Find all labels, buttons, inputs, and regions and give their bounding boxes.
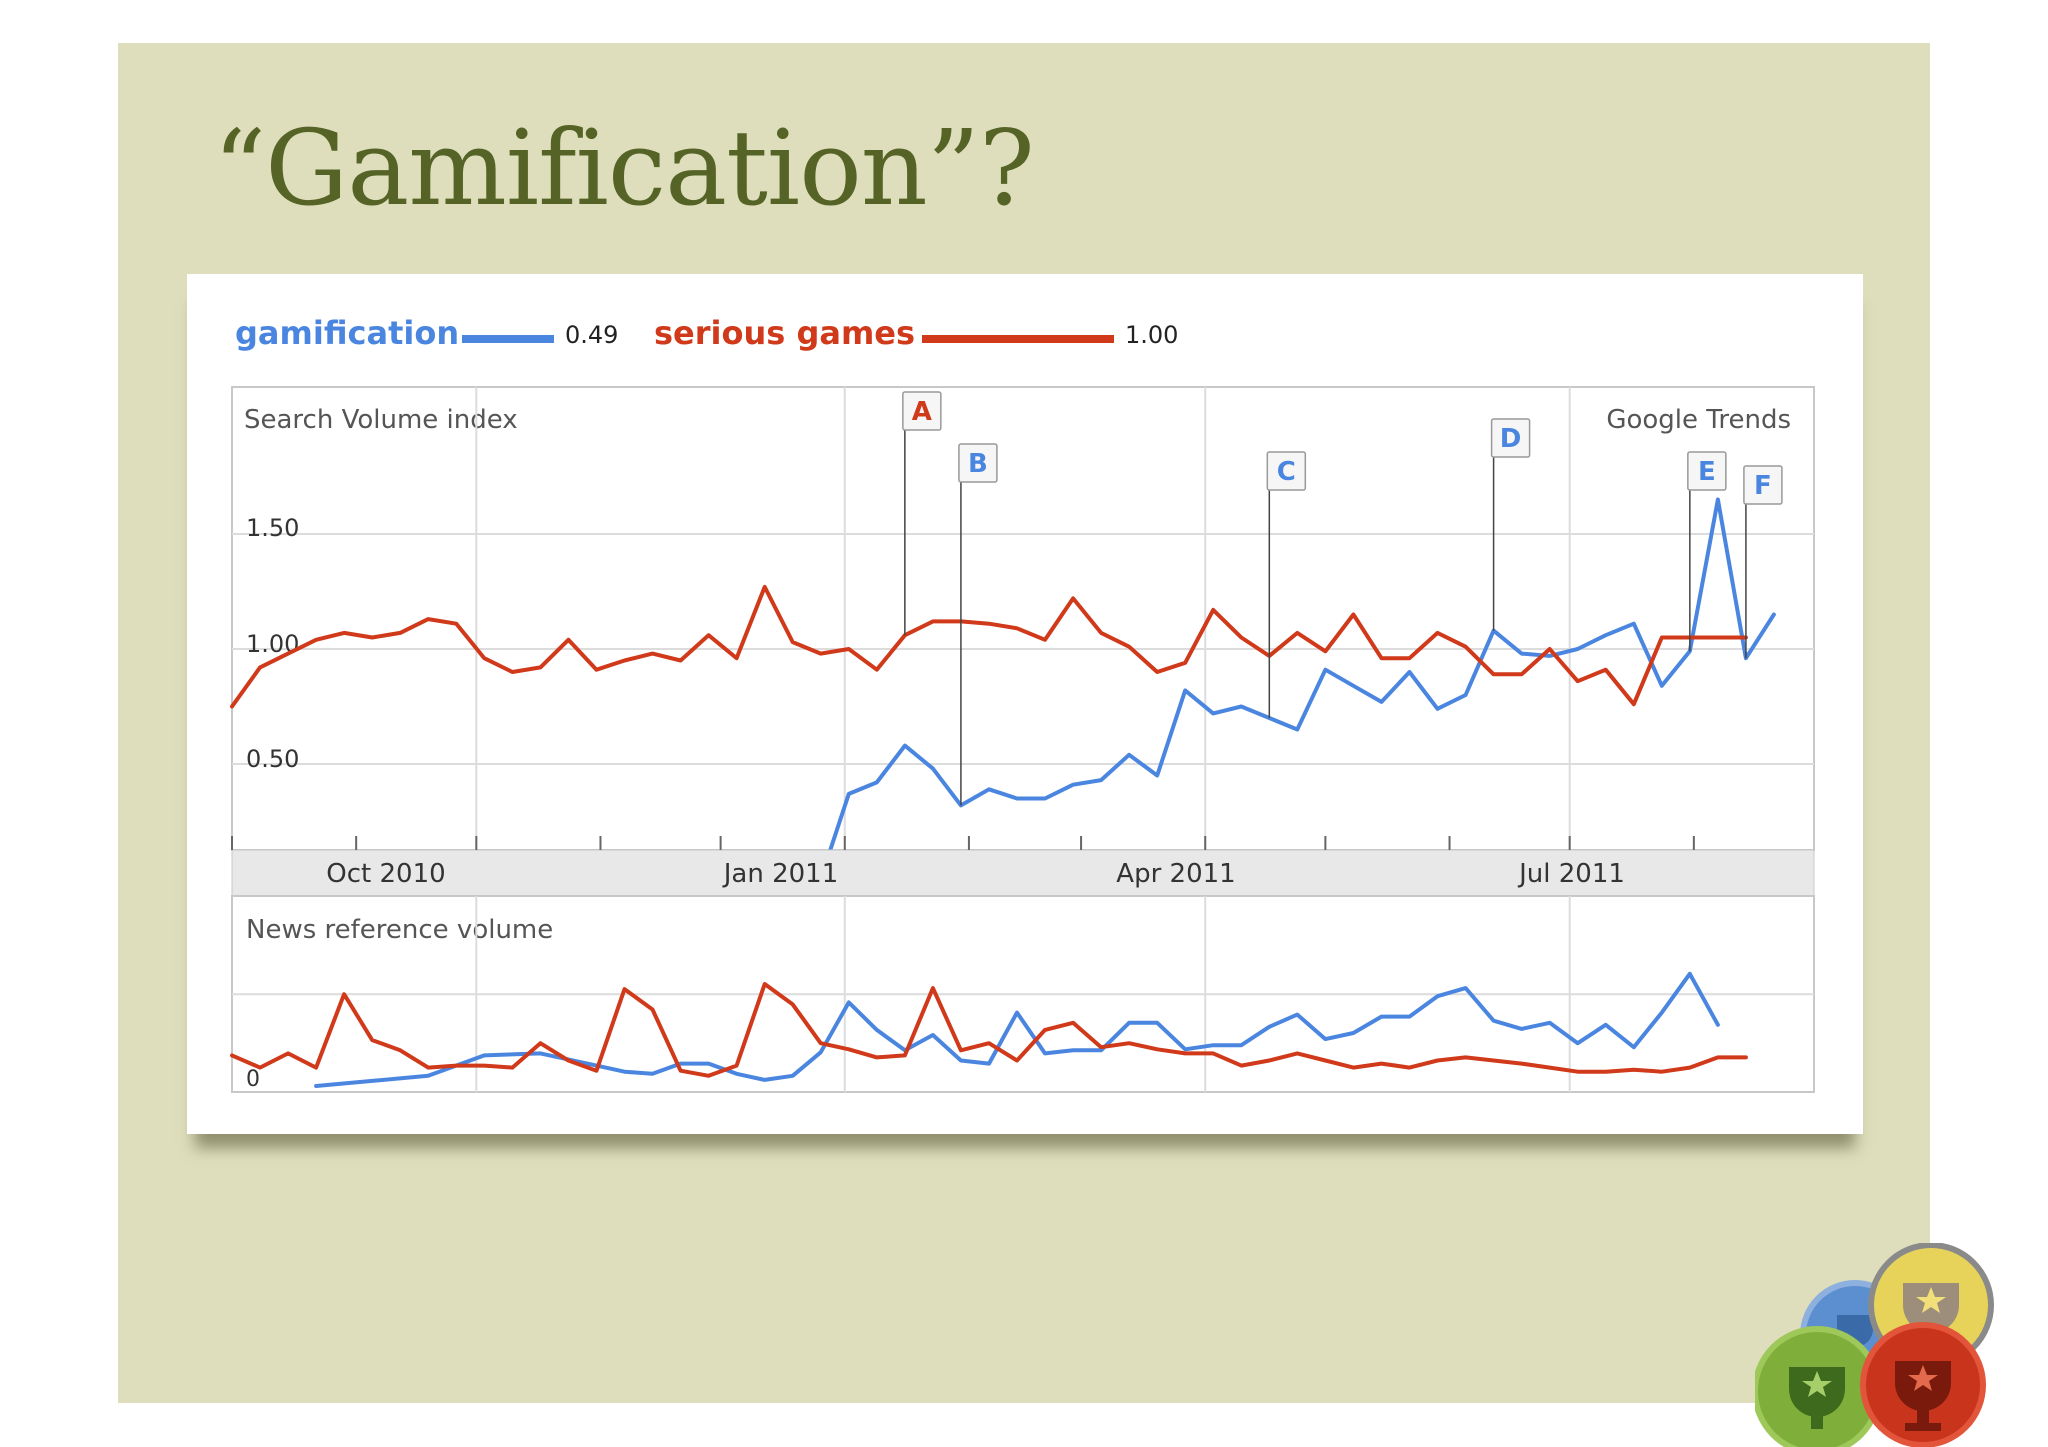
slide-title: “Gamification”? bbox=[213, 107, 1035, 229]
legend-label-gamification[interactable]: gamification bbox=[235, 314, 459, 352]
legend-value-gamification: 0.49 bbox=[565, 321, 618, 349]
legend-swatch-serious-games bbox=[922, 335, 1114, 343]
annotation-box-A bbox=[902, 391, 942, 431]
news-series-serious-games bbox=[230, 982, 1748, 1078]
legend-value-serious-games: 1.00 bbox=[1125, 321, 1178, 349]
annotation-box-E bbox=[1687, 451, 1727, 491]
annotation-letter-F: F bbox=[1754, 471, 1772, 501]
annotation-letter-E: E bbox=[1698, 457, 1716, 487]
news-y-tick-label-0: 0 bbox=[246, 1067, 260, 1092]
y-tick-label-1.50: 1.50 bbox=[246, 514, 299, 542]
annotation-box-D bbox=[1490, 418, 1531, 458]
news-reference-label: News reference volume bbox=[246, 915, 553, 945]
slide-background: “Gamification”? gamification 0.49 seriou… bbox=[118, 43, 1930, 1403]
annotation-box-B bbox=[958, 443, 998, 483]
annotation-box-C bbox=[1266, 451, 1307, 491]
x-tick-label-oct-2010: Oct 2010 bbox=[326, 859, 445, 889]
search-volume-lines bbox=[230, 497, 1776, 881]
news-series-gamification bbox=[314, 971, 1720, 1088]
search-series-serious-games bbox=[230, 584, 1748, 709]
google-trends-chart: gamification 0.49 serious games 1.00 Sea… bbox=[230, 314, 1815, 1093]
annotation-letter-B: B bbox=[968, 449, 988, 479]
trophy-badges bbox=[1755, 1243, 1994, 1447]
x-tick-label-apr-2011: Apr 2011 bbox=[1116, 859, 1235, 889]
search-volume-y-tick-labels: 1.50 1.00 0.50 0 bbox=[246, 514, 299, 888]
search-volume-grid bbox=[232, 387, 1814, 850]
search-volume-label: Search Volume index bbox=[244, 405, 518, 435]
annotation-box-F bbox=[1743, 465, 1783, 505]
annotation-flags: A B C D E F bbox=[902, 391, 1783, 806]
annotation-letter-D: D bbox=[1500, 424, 1522, 454]
news-reference-lines bbox=[230, 971, 1748, 1088]
x-tick-label-jul-2011: Jul 2011 bbox=[1517, 859, 1625, 889]
legend-label-serious-games[interactable]: serious games bbox=[654, 314, 915, 352]
x-tick-label-jan-2011: Jan 2011 bbox=[722, 859, 839, 889]
x-axis-band bbox=[231, 849, 1815, 897]
red-trophy-badge-icon bbox=[1860, 1322, 1986, 1447]
legend-swatch-gamification bbox=[462, 335, 554, 343]
annotation-letter-C: C bbox=[1277, 457, 1296, 487]
search-volume-panel bbox=[231, 386, 1815, 851]
chart-card: gamification 0.49 serious games 1.00 Sea… bbox=[187, 274, 1863, 1134]
news-reference-grid bbox=[232, 896, 1814, 1092]
x-axis-tick-labels: Oct 2010 Jan 2011 Apr 2011 Jul 2011 bbox=[326, 859, 1625, 889]
annotation-letter-A: A bbox=[912, 397, 932, 427]
search-series-gamification bbox=[818, 497, 1776, 881]
y-tick-label-0.50: 0.50 bbox=[246, 745, 299, 773]
google-trends-label: Google Trends bbox=[1606, 405, 1791, 435]
